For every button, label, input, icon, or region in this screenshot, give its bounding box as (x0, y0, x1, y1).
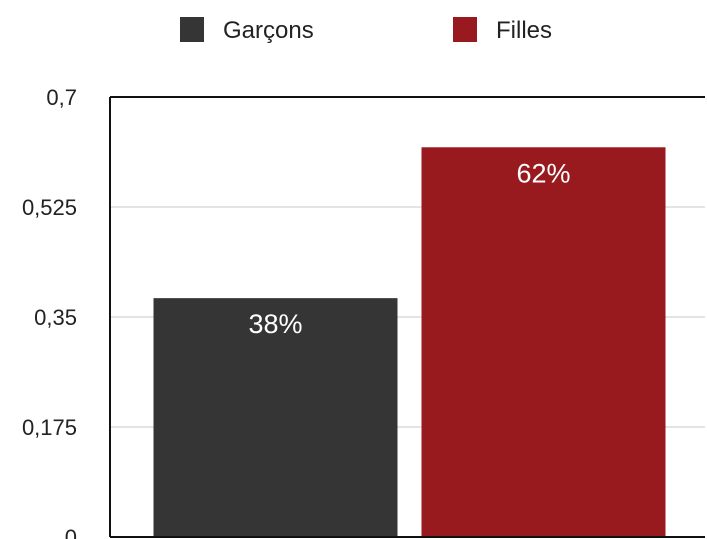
legend-swatch (453, 17, 477, 42)
y-tick-label: 0,35 (34, 305, 77, 330)
data-label: 62% (516, 158, 570, 188)
bars (154, 147, 666, 537)
y-tick-labels: 0 0,175 0,35 0,525 0,7 (22, 85, 77, 539)
y-tick-label: 0 (65, 525, 77, 539)
legend-label: Garçons (223, 17, 314, 44)
y-tick-label: 0,525 (22, 195, 77, 220)
bar-filles (422, 147, 666, 537)
legend[interactable]: Garçons Filles (180, 17, 552, 44)
y-tick-label: 0,175 (22, 415, 77, 440)
legend-label: Filles (496, 17, 552, 44)
y-tick-label: 0,7 (46, 85, 77, 110)
data-label: 38% (248, 309, 302, 339)
legend-swatch (180, 17, 204, 42)
